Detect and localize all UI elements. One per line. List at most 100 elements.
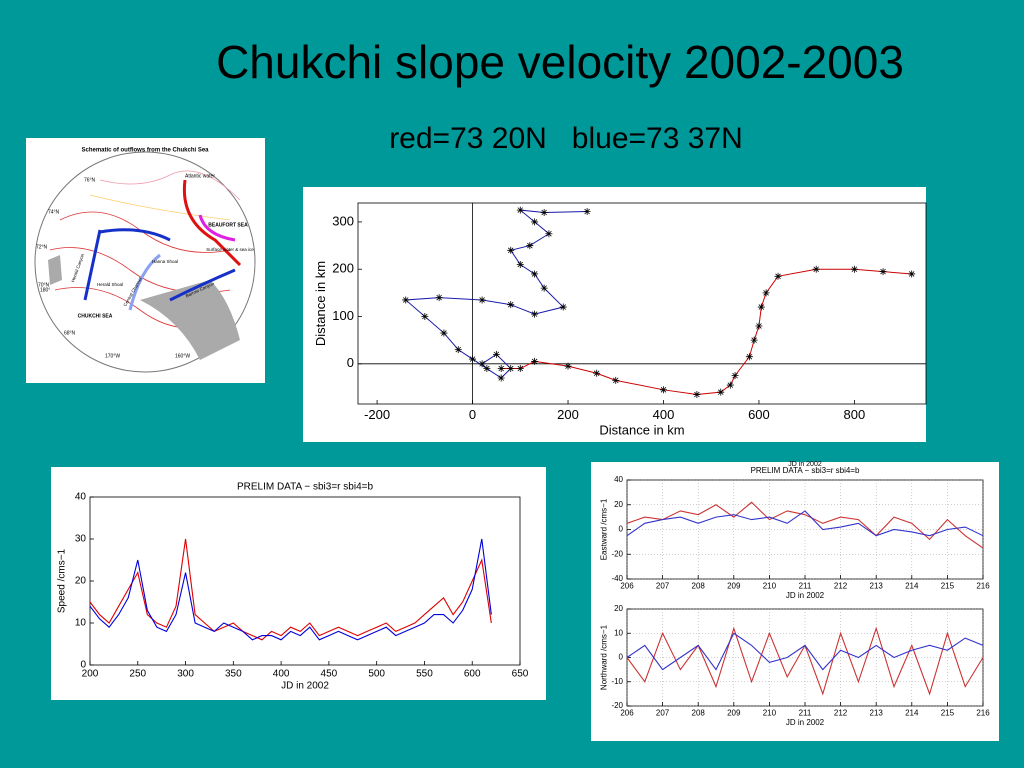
- star-marker: [726, 381, 734, 389]
- x-tick-label: 500: [368, 669, 385, 680]
- y-axis-label: Eastward /cms−1: [600, 498, 609, 560]
- x-tick-label: 212: [834, 581, 848, 590]
- star-marker: [545, 230, 553, 238]
- star-marker: [693, 391, 701, 399]
- y-tick-label: 100: [332, 308, 354, 323]
- map-land: [140, 280, 240, 360]
- x-tick-label: 209: [727, 581, 741, 590]
- map-latitude: 72°N: [36, 244, 48, 250]
- y-tick-label: 0: [80, 660, 86, 671]
- map-arrow: [99, 228, 171, 242]
- chart-panel: [51, 467, 546, 700]
- map-longitude: 170°W: [105, 353, 120, 359]
- x-tick-label: 208: [692, 708, 706, 717]
- star-marker: [531, 357, 539, 365]
- y-tick-label: 40: [75, 492, 87, 503]
- map-contour: [89, 194, 231, 221]
- x-tick-label: 650: [512, 669, 529, 680]
- y-tick-label: -10: [611, 677, 623, 686]
- x-tick-label: 210: [763, 581, 777, 590]
- star-marker: [526, 242, 534, 250]
- y-tick-label: 10: [75, 618, 87, 629]
- x-axis-label: JD in 2002: [786, 718, 825, 727]
- star-marker: [750, 336, 758, 344]
- x-tick-label: 207: [656, 708, 670, 717]
- star-marker: [531, 270, 539, 278]
- map-label: Hanna Shoal: [152, 259, 178, 264]
- chart-title: PRELIM DATA − sbi3=r sbi4=b: [751, 466, 860, 475]
- x-tick-label: 216: [976, 581, 990, 590]
- x-tick-label: -200: [364, 407, 390, 422]
- star-marker: [812, 265, 820, 273]
- star-marker: [879, 268, 887, 276]
- star-marker: [774, 272, 782, 280]
- x-tick-label: 211: [799, 708, 812, 717]
- map-label: BEAUFORT SEA: [208, 222, 248, 228]
- y-tick-label: 20: [75, 576, 87, 587]
- x-tick-label: 213: [870, 581, 884, 590]
- star-marker: [492, 350, 500, 358]
- y-tick-label: -20: [611, 549, 623, 558]
- star-marker: [507, 246, 515, 254]
- x-tick-label: 300: [177, 669, 194, 680]
- star-marker: [531, 310, 539, 318]
- x-tick-label: 214: [905, 708, 919, 717]
- star-marker: [531, 218, 539, 226]
- slide-title: Chukchi slope velocity 2002-2003: [216, 36, 904, 88]
- y-tick-label: 30: [75, 534, 87, 545]
- star-marker: [717, 388, 725, 396]
- star-marker: [564, 362, 572, 370]
- star-marker: [850, 265, 858, 273]
- star-marker: [762, 289, 770, 297]
- map-arrow: [83, 229, 102, 301]
- star-marker: [435, 294, 443, 302]
- x-tick-label: 210: [763, 708, 777, 717]
- x-tick-label: 600: [748, 407, 770, 422]
- map-arrow: [182, 179, 242, 267]
- y-tick-label: 0: [347, 355, 354, 370]
- star-marker: [507, 301, 515, 309]
- map-arrow: [198, 214, 236, 242]
- plot-frame: [357, 202, 927, 405]
- map-contour: [99, 170, 241, 201]
- x-tick-label: 200: [557, 407, 579, 422]
- x-tick-label: 206: [620, 708, 634, 717]
- star-marker: [612, 376, 620, 384]
- map-label: Herald Shoal: [97, 282, 123, 287]
- star-marker: [497, 374, 505, 382]
- map-inset: Schematic of outflows from the Chukchi S…: [26, 138, 265, 383]
- y-tick-label: 20: [614, 604, 623, 613]
- series-line: [89, 538, 492, 641]
- x-tick-label: 211: [799, 581, 812, 590]
- y-tick-label: 0: [619, 525, 624, 534]
- slide-subtitle: red=73 20N blue=73 37N: [389, 122, 743, 155]
- star-marker: [745, 353, 753, 361]
- star-marker: [659, 386, 667, 394]
- map-longitude: 180°: [40, 287, 50, 293]
- map-land: [48, 255, 62, 285]
- x-tick-label: 214: [905, 581, 919, 590]
- star-marker: [507, 365, 515, 373]
- star-marker: [757, 303, 765, 311]
- y-tick-label: 300: [332, 213, 354, 228]
- map-label: Atlantic water: [185, 173, 215, 179]
- x-tick-label: 400: [273, 669, 290, 680]
- star-marker: [478, 360, 486, 368]
- y-tick-label: 20: [614, 500, 623, 509]
- x-tick-label: 350: [225, 669, 242, 680]
- chart-header: JD in 2002: [788, 461, 822, 468]
- map-latitude: 76°N: [84, 177, 96, 183]
- star-marker: [516, 206, 524, 214]
- x-tick-label: 213: [870, 708, 884, 717]
- star-marker: [483, 365, 491, 373]
- x-tick-label: 215: [941, 708, 955, 717]
- x-tick-label: 200: [82, 669, 99, 680]
- x-tick-label: 215: [941, 581, 955, 590]
- y-axis-label: Northward /cms−1: [600, 624, 609, 690]
- star-marker: [516, 260, 524, 268]
- x-tick-label: 212: [834, 708, 848, 717]
- x-tick-label: 800: [844, 407, 866, 422]
- y-tick-label: -20: [611, 701, 623, 710]
- x-tick-label: 250: [129, 669, 146, 680]
- x-axis-label: Distance in km: [599, 423, 684, 438]
